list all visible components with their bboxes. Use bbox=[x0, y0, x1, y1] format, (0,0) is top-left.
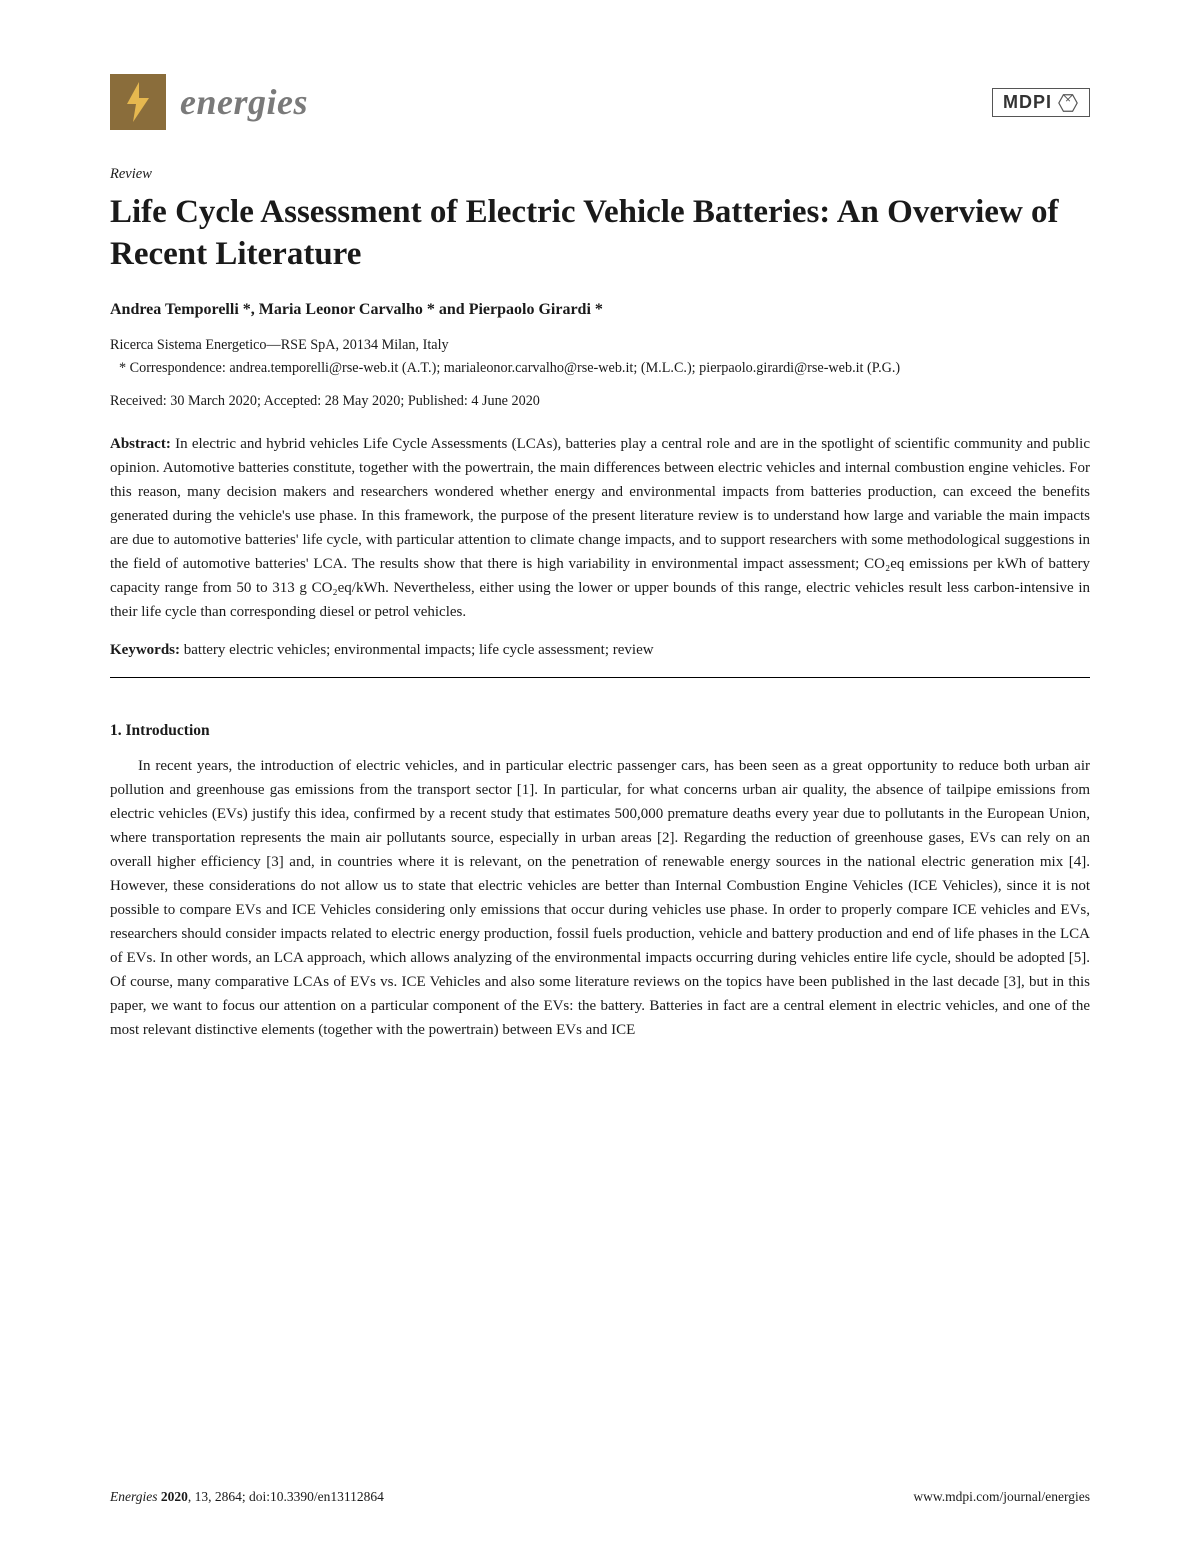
section-divider bbox=[110, 677, 1090, 678]
footer-journal-title: Energies bbox=[110, 1489, 161, 1504]
introduction-body: In recent years, the introduction of ele… bbox=[110, 754, 1090, 1042]
journal-name: energies bbox=[180, 81, 308, 123]
publisher-label: MDPI bbox=[1003, 92, 1052, 113]
footer-rest: , 13, 2864; doi:10.3390/en13112864 bbox=[188, 1489, 384, 1504]
footer-citation: Energies 2020, 13, 2864; doi:10.3390/en1… bbox=[110, 1489, 384, 1505]
affiliation: Ricerca Sistema Energetico—RSE SpA, 2013… bbox=[110, 335, 1090, 356]
authors-line: Andrea Temporelli *, Maria Leonor Carval… bbox=[110, 301, 1090, 319]
publisher-badge: MDPI bbox=[992, 88, 1090, 117]
article-dates: Received: 30 March 2020; Accepted: 28 Ma… bbox=[110, 393, 1090, 410]
journal-brand: energies bbox=[110, 74, 308, 130]
abstract-label: Abstract: bbox=[110, 436, 171, 452]
hexagon-icon bbox=[1057, 92, 1079, 114]
keywords-label: Keywords: bbox=[110, 642, 180, 658]
footer-url: www.mdpi.com/journal/energies bbox=[913, 1489, 1090, 1505]
abstract-block: Abstract: In electric and hybrid vehicle… bbox=[110, 432, 1090, 624]
section-heading-introduction: 1. Introduction bbox=[110, 722, 1090, 740]
abstract-text: In electric and hybrid vehicles Life Cyc… bbox=[110, 436, 1090, 620]
article-title: Life Cycle Assessment of Electric Vehicl… bbox=[110, 191, 1090, 275]
correspondence: * Correspondence: andrea.temporelli@rse-… bbox=[110, 358, 1090, 379]
journal-logo-icon bbox=[110, 74, 166, 130]
page-footer: Energies 2020, 13, 2864; doi:10.3390/en1… bbox=[110, 1489, 1090, 1505]
article-type: Review bbox=[110, 166, 1090, 183]
keywords-text: battery electric vehicles; environmental… bbox=[180, 642, 654, 658]
header-row: energies MDPI bbox=[110, 74, 1090, 130]
footer-year: 2020 bbox=[161, 1489, 188, 1504]
keywords-block: Keywords: battery electric vehicles; env… bbox=[110, 642, 1090, 659]
